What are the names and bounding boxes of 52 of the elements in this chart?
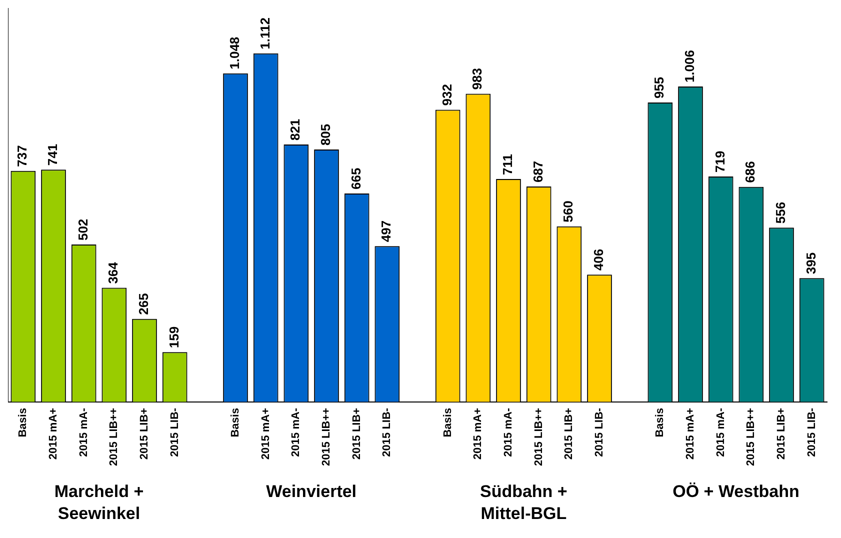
data-label: 364 (106, 261, 121, 284)
x-tick-label: 2015 LIB+ (138, 408, 151, 460)
x-tick-label: 2015 LIB+ (350, 408, 363, 460)
x-tick-label: 2015 mA- (290, 408, 302, 457)
data-label: 741 (45, 144, 60, 166)
x-tick-label: 2015 mA- (78, 408, 90, 457)
x-tick-label: 2015 mA+ (48, 408, 60, 460)
data-label: 983 (470, 68, 485, 90)
data-label: 711 (500, 154, 516, 176)
text: Marcheld + Seewinkel (54, 482, 144, 524)
x-tick-label: 2015 LIB- (168, 408, 181, 457)
data-label: 955 (652, 76, 667, 99)
x-tick-label: 2015 mA+ (472, 408, 484, 460)
data-label: 1.112 (257, 17, 272, 50)
data-label: 497 (378, 220, 394, 242)
x-tick-label: 2015 LIB++ (320, 408, 333, 466)
data-label: 665 (348, 168, 364, 190)
x-tick-label: 2015 LIB- (381, 408, 394, 457)
x-tick-label: 2015 LIB- (806, 408, 818, 457)
x-tick-label: 2015 LIB++ (532, 408, 545, 466)
data-label: 821 (288, 118, 303, 141)
data-label: 686 (742, 161, 758, 183)
x-tick-label: 2015 mA+ (684, 408, 697, 460)
data-label: 395 (803, 252, 818, 274)
text: Südbahn + Mittel-BGL (480, 482, 568, 524)
x-tick-label: 2015 mA- (502, 408, 515, 457)
data-label: 932 (439, 84, 454, 106)
data-label: 265 (136, 293, 152, 315)
x-tick-label: Basis (17, 408, 30, 438)
x-tick-label: 2015 mA+ (260, 408, 272, 460)
data-label: 560 (560, 200, 576, 222)
data-label: 1.006 (682, 50, 698, 83)
data-label: 406 (591, 248, 606, 271)
x-tick-label: 2015 LIB- (594, 408, 606, 457)
x-tick-label: 2015 LIB++ (745, 408, 758, 466)
x-tick-label: Basis (654, 408, 666, 438)
data-label: 502 (75, 218, 90, 241)
data-label: 1.048 (227, 36, 242, 70)
data-label: 556 (773, 202, 788, 224)
data-label: 719 (712, 150, 728, 173)
x-tick-label: Basis (230, 408, 242, 438)
text: Weinviertel (266, 482, 357, 502)
data-label: 805 (318, 124, 334, 146)
x-tick-label: 2015 LIB+ (563, 408, 576, 460)
x-tick-label: Basis (442, 408, 454, 438)
x-tick-label: 2015 LIB+ (776, 408, 788, 460)
x-tick-label: 2015 mA- (714, 408, 727, 457)
text: OÖ + Westbahn (672, 482, 800, 502)
x-tick-label: 2015 LIB++ (108, 408, 120, 466)
data-label: 687 (530, 160, 546, 183)
data-label: 159 (166, 326, 182, 348)
data-label: 737 (14, 145, 30, 167)
